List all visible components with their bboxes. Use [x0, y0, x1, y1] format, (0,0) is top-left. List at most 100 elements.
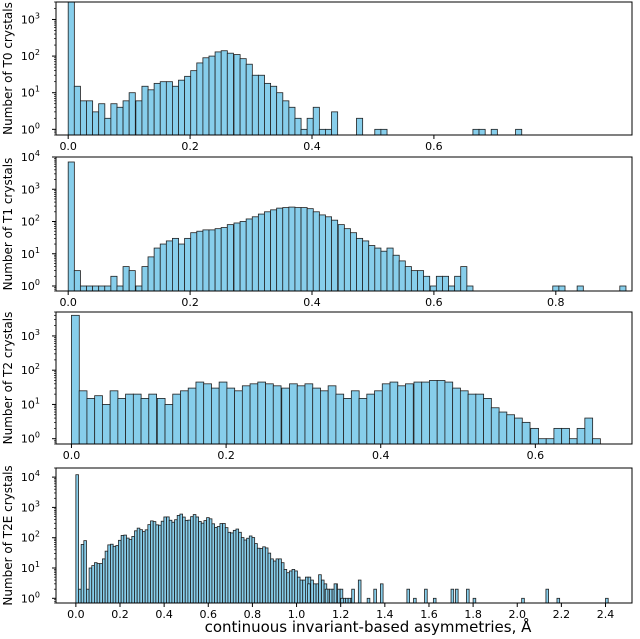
- histogram-bar: [318, 128, 326, 136]
- histogram-bar: [136, 527, 141, 604]
- histogram-bar: [413, 381, 423, 445]
- x-tick-label: 0.6: [527, 449, 545, 462]
- histogram-bar: [168, 519, 173, 604]
- histogram-bar: [335, 393, 345, 445]
- x-tick-label: 0.6: [425, 296, 443, 309]
- y-axis-label: Number of T1 crystals: [1, 158, 15, 291]
- histogram-bar: [584, 417, 594, 445]
- histogram-bar: [117, 398, 127, 445]
- histogram-bar: [240, 537, 245, 604]
- histogram-bar: [257, 213, 265, 292]
- axes-frame: [55, 467, 633, 604]
- histogram-bar: [556, 597, 561, 604]
- x-axis-label: continuous invariant-based asymmetries, …: [205, 617, 533, 636]
- histogram-bar: [331, 111, 339, 136]
- histogram-bar: [366, 597, 371, 604]
- histogram-bar: [235, 528, 240, 604]
- histogram-bar: [429, 285, 437, 292]
- histogram-bar: [75, 474, 79, 604]
- histogram-bar: [312, 106, 320, 136]
- histogram-bar: [576, 285, 584, 292]
- histogram-bar: [109, 390, 119, 445]
- histogram-bar: [164, 404, 174, 445]
- y-tick-label: 100: [21, 278, 40, 293]
- histogram-bar: [92, 111, 100, 136]
- histogram-bar: [545, 588, 549, 604]
- histogram-bar: [123, 534, 127, 604]
- histogram-bar: [180, 390, 189, 445]
- histogram-bar: [192, 514, 197, 604]
- histogram-bar: [466, 285, 474, 292]
- histogram-bar: [187, 387, 197, 445]
- histogram-bar: [552, 285, 560, 292]
- histogram-bar: [73, 85, 81, 136]
- histogram-bar: [190, 516, 194, 604]
- histogram-bar: [538, 438, 547, 445]
- histogram-bar: [324, 588, 329, 604]
- histogram-bar: [233, 222, 241, 292]
- histogram-bar: [251, 537, 256, 604]
- histogram-bar: [270, 209, 278, 292]
- histogram-bar: [166, 516, 170, 604]
- histogram-bar: [239, 221, 247, 292]
- histogram-bar: [392, 254, 400, 292]
- histogram-bar: [144, 529, 149, 604]
- histogram-bar: [139, 529, 143, 604]
- histogram-bar: [101, 404, 111, 445]
- histogram-bar: [313, 583, 317, 604]
- histogram-bar: [288, 206, 296, 292]
- bars: [67, 161, 627, 292]
- histogram-bar: [227, 531, 232, 604]
- x-tick-label: 1.0: [288, 608, 306, 621]
- bars: [67, 1, 523, 136]
- x-tick-label: 0.6: [425, 140, 443, 153]
- histogram-bar: [374, 128, 382, 136]
- histogram-bar: [397, 385, 406, 445]
- histogram-bar: [483, 398, 492, 445]
- histogram-bar: [340, 597, 344, 604]
- histogram-bar: [389, 381, 399, 445]
- histogram-bar: [345, 597, 349, 604]
- x-tick-label: 0.6: [200, 608, 218, 621]
- histogram-bar: [337, 588, 341, 604]
- histogram-bar: [125, 393, 134, 445]
- histogram-bar: [152, 521, 157, 604]
- x-tick-label: 0.0: [63, 449, 81, 462]
- histogram-bar: [592, 438, 601, 445]
- x-tick-label: 2.2: [553, 608, 571, 621]
- histogram-bar: [245, 63, 253, 136]
- histogram-bar: [257, 381, 267, 445]
- histogram-bar: [116, 106, 124, 136]
- x-tick-label: 0.0: [67, 608, 85, 621]
- histogram-bar: [241, 385, 251, 445]
- histogram-bar: [347, 597, 352, 604]
- panel-4: 0.0 0.2 0.4 0.6 0.8 1.0 1.2 1.4 1.6 1.8 2.0 2.2 2.4 1…: [1, 465, 633, 621]
- histogram-bar: [294, 570, 298, 604]
- x-tick-label: 0.4: [303, 140, 321, 153]
- histogram-bar: [150, 520, 154, 604]
- histogram-bar: [380, 128, 388, 136]
- histogram-bar: [88, 567, 93, 604]
- histogram-bar: [337, 224, 345, 292]
- histogram-bar: [104, 285, 112, 292]
- histogram-bar: [182, 516, 186, 604]
- histogram-bar: [289, 383, 298, 445]
- histogram-bar: [262, 546, 266, 604]
- histogram-bar: [282, 100, 290, 136]
- y-tick-label: 103: [21, 328, 40, 343]
- y-tick-label: 102: [21, 362, 40, 377]
- histogram-bar: [178, 79, 186, 136]
- histogram-bar: [368, 245, 376, 292]
- histogram-bar: [424, 588, 428, 604]
- histogram-bar: [239, 58, 247, 136]
- histogram-bar: [140, 398, 150, 445]
- histogram-bar: [545, 438, 555, 445]
- histogram-bar: [460, 266, 468, 292]
- histogram-bar: [515, 128, 523, 136]
- x-tick-label: 0.4: [303, 296, 321, 309]
- x-tick-label: 1.2: [332, 608, 350, 621]
- histogram-bar: [202, 229, 210, 292]
- histogram-bar: [356, 237, 364, 292]
- histogram-bar: [78, 390, 88, 445]
